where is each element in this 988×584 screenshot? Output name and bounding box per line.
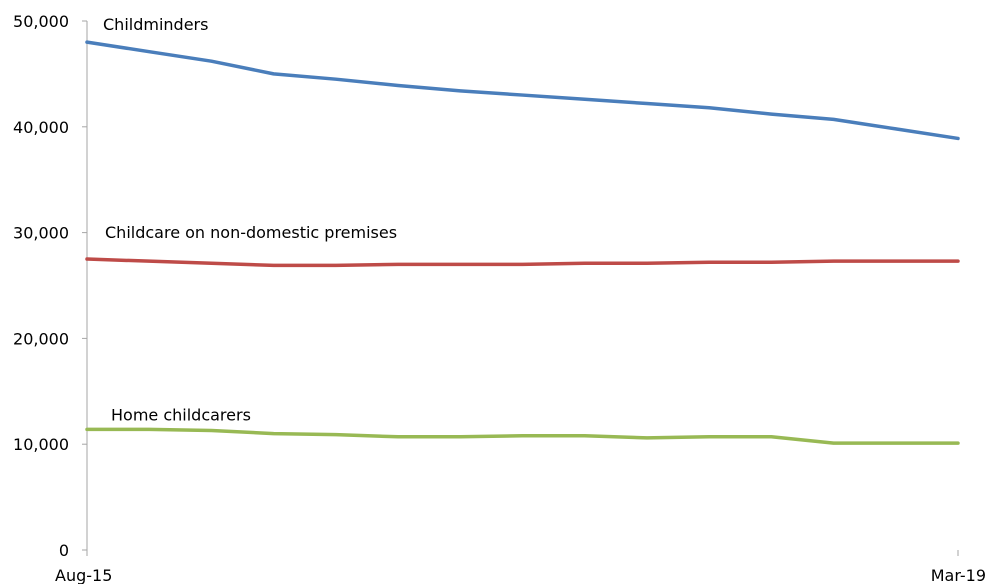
x-tick-label: Aug-15 <box>55 566 112 584</box>
series-labels: Childminders Childcare on non-domestic pr… <box>103 15 397 424</box>
series-line-2 <box>85 257 960 268</box>
y-tick-label: 0 <box>59 541 69 560</box>
series-label-2: Childcare on non-domestic premises <box>105 223 397 242</box>
y-tick-label: 20,000 <box>13 329 69 348</box>
y-tick-label: 40,000 <box>13 118 69 137</box>
series-lines <box>85 40 960 445</box>
x-axis-ticks: Aug-15 Mar-19 <box>55 550 986 584</box>
series-label-1: Childminders <box>103 15 208 34</box>
y-tick-label: 30,000 <box>13 224 69 243</box>
y-tick-label: 10,000 <box>13 435 69 454</box>
series-label-3: Home childcarers <box>111 405 251 424</box>
series-line-1 <box>85 40 960 141</box>
series-line-3 <box>85 427 960 445</box>
x-tick-label: Mar-19 <box>931 566 986 584</box>
y-tick-label: 50,000 <box>13 12 69 31</box>
y-axis-ticks: 0 10,000 20,000 30,000 40,000 50,000 <box>13 12 87 560</box>
